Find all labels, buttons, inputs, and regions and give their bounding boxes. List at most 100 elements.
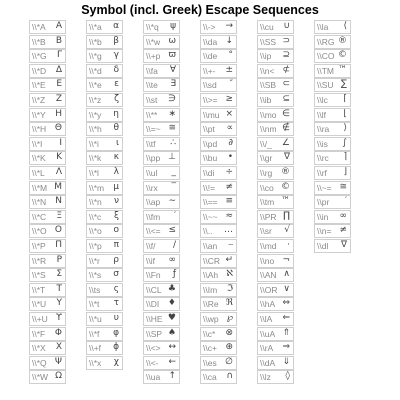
symbol-glyph: μ [113,181,119,192]
escape-code: \\*O [32,226,47,237]
escape-code: \\*D [32,65,47,76]
symbol-cell: \\if ∞ [143,253,180,268]
symbol-glyph: √ [284,225,290,236]
symbol-glyph: Λ [55,167,62,177]
symbol-glyph: ∂ [228,137,233,148]
symbol-glyph: σ [113,269,119,280]
escape-code: \\Ah [203,270,219,281]
escape-code: \\*S [32,270,46,281]
symbol-glyph: ⌉ [343,152,347,163]
symbol-glyph: ∠ [281,137,290,148]
symbol-glyph: ⇓ [282,356,290,367]
symbol-cell: \\de ° [200,49,237,64]
escape-code: \\>= [203,95,218,105]
symbol-glyph: ⊂ [282,79,290,90]
symbol-cell: \\no ¬ [257,253,294,268]
escape-code: \\mu [203,109,220,120]
symbol-cell: \\pp ⊥ [143,151,180,166]
symbol-cell: \\cu ∪ [257,20,294,34]
escape-code: \\TM [317,65,334,76]
symbol-cell: \\*H Θ [29,122,66,137]
symbol-glyph: ℘ [226,313,233,323]
escape-code: \\*n [89,197,102,208]
escape-code: \\co [260,182,274,193]
symbol-cell: \\HE ♥ [143,312,180,326]
escape-code: \\n= [317,226,332,237]
symbol-glyph: ® [281,167,290,177]
symbol-glyph: ↑ [168,371,176,382]
symbol-cell: \\mu × [200,107,237,122]
symbol-glyph: ′ [344,196,347,207]
symbol-cell: \\Fn ƒ [143,268,180,283]
escape-code: \\de [203,51,218,62]
symbol-cell: \\*q ψ [143,20,180,34]
escape-code: \\c* [203,328,216,339]
escape-code: \\f/ [146,241,156,251]
symbol-glyph: ⊃ [282,35,290,46]
symbol-cell: \\mo ∈ [257,107,294,122]
symbol-glyph: ∴ [170,137,176,148]
escape-code: \\*T [32,284,46,295]
symbol-glyph: ⟩ [343,123,347,134]
escape-code: \\SU [317,80,334,91]
symbol-glyph: Ω [55,371,62,382]
symbol-glyph: Γ [56,50,62,61]
symbol-glyph: ↔ [168,342,176,353]
symbol-cell: \\SP ♠ [143,326,180,341]
symbol-cell: \\CL ♣ [143,282,180,297]
escape-code: \\rA [260,343,274,354]
symbol-cell: \\*W Ω [29,370,66,385]
symbol-glyph: δ [113,64,119,75]
symbol-cell: \\te ∃ [143,78,180,93]
symbol-glyph: ◊ [285,371,290,382]
symbol-cell: \\+p ϖ [143,49,180,64]
symbol-cell: \\lf ⌊ [314,107,351,122]
symbol-glyph: ≈ [225,210,233,221]
symbol-cell: \\da ↓ [200,34,237,49]
symbol-cell: \\ib ⊆ [257,93,294,107]
symbol-glyph: π [113,240,119,250]
escape-code: \\tf [146,138,156,149]
symbol-glyph: ⎯ [228,240,233,250]
escape-code: \\lf [317,109,326,120]
symbol-cell: \\an ⎯ [200,239,237,253]
escape-code: \\pt [203,124,215,135]
symbol-glyph: ⌋ [343,167,347,177]
escape-code: \\hA [260,299,276,310]
escape-code: \\*l [89,168,99,178]
escape-code: \\rc [317,153,329,164]
symbol-cell: \\*R Ρ [29,253,66,268]
escape-code: \\*C [32,211,47,222]
escape-code: \\is [317,138,328,149]
symbol-cell: \\rA ⇒ [257,341,294,356]
escape-code: \\PR [260,211,277,222]
symbol-glyph: ∇ [340,240,347,250]
escape-code: \\<= [146,226,161,237]
symbol-cell: \\di ÷ [200,166,237,180]
escape-code: \\ap [146,197,161,208]
escape-code: \\SP [146,328,163,339]
symbol-cell: \\hA ⇔ [257,297,294,312]
escape-code: \\<> [146,343,161,354]
symbol-glyph: Δ [55,64,62,75]
escape-code: \\*P [32,241,46,251]
symbol-glyph: Ε [56,79,62,90]
escape-code: \\Im [203,284,218,295]
symbol-cell: \\*M Μ [29,180,66,195]
symbol-cell: \\*s σ [86,268,123,283]
symbol-cell: \\>= ≥ [200,93,237,107]
symbol-cell: \\ip ⊇ [257,49,294,64]
symbol-cell: \\*z ζ [86,93,123,107]
symbol-cell: \\*F Φ [29,326,66,341]
symbol-cell: \\tm ™ [257,195,294,210]
symbol-glyph: ∑ [340,79,347,90]
symbol-glyph: © [338,50,347,61]
symbol-cell: \\*t τ [86,297,123,312]
symbol-cell: \\*Z Ζ [29,93,66,107]
symbol-cell: \\fm ′ [143,209,180,224]
symbol-glyph: ≠ [225,181,233,192]
escape-code: \\CO [317,51,335,62]
symbol-cell: \\CR ↵ [200,253,237,268]
escape-code: \\da [203,36,218,47]
symbol-cell: \\*C Ξ [29,209,66,224]
